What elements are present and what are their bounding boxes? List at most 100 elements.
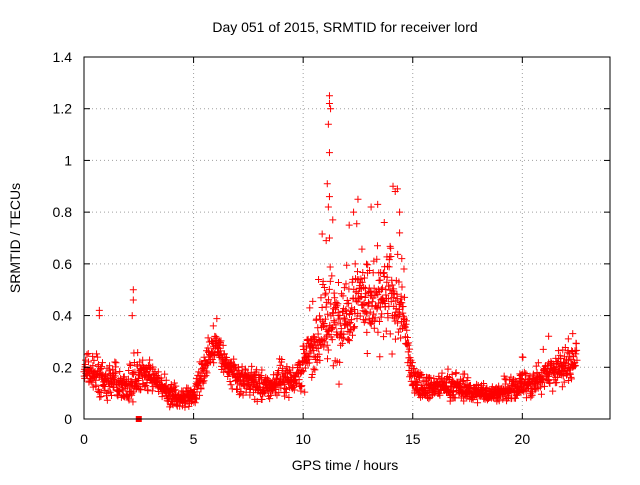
data-point <box>204 334 212 342</box>
data-point <box>345 299 353 307</box>
data-point <box>82 356 90 364</box>
data-point <box>495 397 503 405</box>
data-point <box>567 375 575 383</box>
data-point <box>373 242 381 250</box>
data-point <box>329 216 337 224</box>
data-point <box>350 306 358 314</box>
data-point <box>397 292 405 300</box>
data-point <box>320 343 328 351</box>
data-point <box>337 341 345 349</box>
data-point <box>399 309 407 317</box>
data-point <box>220 350 228 358</box>
data-point <box>148 387 156 395</box>
data-point <box>387 252 395 260</box>
data-point <box>98 359 106 367</box>
data-point <box>397 334 405 342</box>
data-point <box>357 275 365 283</box>
data-point <box>96 393 104 401</box>
data-point <box>387 244 395 252</box>
data-point <box>253 397 261 405</box>
data-point <box>322 289 330 297</box>
x-tick-label: 5 <box>190 431 198 447</box>
data-point <box>564 335 572 343</box>
data-point <box>227 381 235 389</box>
data-point <box>410 365 418 373</box>
data-point <box>551 366 559 374</box>
data-point <box>344 335 352 343</box>
data-point <box>325 149 333 157</box>
data-point <box>322 303 330 311</box>
data-point <box>418 370 426 378</box>
data-point <box>385 263 393 271</box>
data-point <box>83 351 91 359</box>
data-point <box>512 394 520 402</box>
data-point <box>516 387 524 395</box>
y-tick-label: 1.2 <box>53 101 73 117</box>
data-point <box>325 92 333 100</box>
data-point <box>278 355 286 363</box>
data-point <box>308 373 316 381</box>
data-point <box>463 393 471 401</box>
data-point <box>290 386 298 394</box>
data-point <box>572 340 580 348</box>
data-point <box>210 359 218 367</box>
data-point <box>401 293 409 301</box>
data-point <box>295 376 303 384</box>
data-point <box>354 195 362 203</box>
data-point <box>387 298 395 306</box>
data-point <box>389 182 397 190</box>
data-point <box>461 370 469 378</box>
y-tick-label: 1.4 <box>53 49 73 65</box>
data-point <box>345 337 353 345</box>
chart-title: Day 051 of 2015, SRMTID for receiver lor… <box>212 19 477 35</box>
data-point <box>123 379 131 387</box>
data-point <box>516 375 524 383</box>
data-point <box>124 394 132 402</box>
data-point <box>561 358 569 366</box>
data-point <box>385 282 393 290</box>
data-point <box>511 377 519 385</box>
data-point <box>310 365 318 373</box>
data-point <box>324 355 332 363</box>
data-point <box>343 310 351 318</box>
data-point <box>391 335 399 343</box>
data-point <box>332 298 340 306</box>
data-point <box>426 374 434 382</box>
data-point <box>386 286 394 294</box>
data-point <box>246 391 254 399</box>
data-point <box>392 305 400 313</box>
data-point <box>536 383 544 391</box>
data-point <box>351 260 359 268</box>
data-point <box>257 372 265 380</box>
data-point <box>158 393 166 401</box>
data-point <box>324 203 332 211</box>
data-point <box>251 376 259 384</box>
data-point <box>545 332 553 340</box>
data-point <box>351 323 359 331</box>
data-point <box>342 306 350 314</box>
data-point <box>364 261 372 269</box>
data-point <box>323 180 331 188</box>
data-point <box>348 316 356 324</box>
data-point <box>316 356 324 364</box>
data-point <box>324 120 332 128</box>
data-point <box>366 308 374 316</box>
data-point <box>324 310 332 318</box>
data-point <box>305 359 313 367</box>
data-point <box>129 398 137 406</box>
data-point <box>212 333 220 341</box>
data-point <box>375 318 383 326</box>
data-point <box>541 382 549 390</box>
data-point <box>323 341 331 349</box>
data-point <box>522 370 530 378</box>
data-point <box>376 353 384 361</box>
data-point <box>298 382 306 390</box>
data-point <box>464 374 472 382</box>
data-point <box>196 391 204 399</box>
data-point <box>339 292 347 300</box>
data-point <box>314 330 322 338</box>
data-point <box>378 284 386 292</box>
data-point <box>320 284 328 292</box>
data-point <box>216 347 224 355</box>
data-point <box>354 298 362 306</box>
